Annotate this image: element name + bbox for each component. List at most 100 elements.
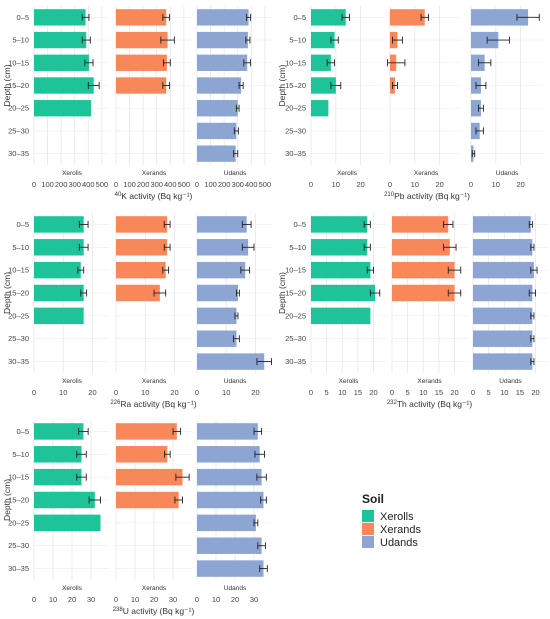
- y-tick-label: 0–5: [16, 220, 29, 229]
- bar: [197, 100, 238, 117]
- y-tick-label: 20–25: [8, 311, 29, 320]
- bar: [197, 560, 264, 577]
- bar: [34, 54, 89, 71]
- y-axis-title: Depth (cm): [2, 479, 12, 521]
- x-tick-label: 20: [231, 595, 239, 604]
- x-tick-label: 10: [338, 388, 346, 397]
- bar: [197, 307, 237, 325]
- y-tick-label: 15–20: [8, 81, 29, 90]
- x-tick-label: 200: [55, 180, 68, 189]
- bar: [392, 261, 455, 279]
- x-axis-title: 238U activity (Bq kg⁻¹): [113, 606, 195, 616]
- bar: [473, 216, 531, 233]
- y-tick-label: 25–30: [285, 126, 306, 135]
- bar: [34, 31, 87, 49]
- x-tick-label: 0: [195, 388, 199, 397]
- bar: [34, 239, 84, 256]
- x-tick-label: 0: [195, 595, 199, 604]
- x-tick-label: 500: [96, 180, 109, 189]
- x-tick-label: 0: [114, 388, 118, 397]
- bar: [471, 31, 499, 49]
- x-tick-label: 0: [471, 388, 475, 397]
- y-tick-label: 20–25: [8, 104, 29, 113]
- bar: [311, 307, 371, 325]
- bar: [392, 216, 449, 233]
- y-tick-label: 5–10: [12, 243, 29, 252]
- x-tick-label: 400: [245, 180, 258, 189]
- facet-xerands: Xerands 0 5 10 15 20: [390, 213, 467, 397]
- bar: [392, 239, 450, 256]
- bar: [473, 353, 533, 370]
- facet-label: Xerands: [142, 585, 167, 592]
- x-tick-label: 15: [435, 388, 443, 397]
- x-tick-label: 500: [178, 180, 191, 189]
- bar: [311, 77, 336, 94]
- bar: [34, 307, 84, 325]
- bar: [34, 77, 94, 94]
- x-tick-label: 400: [82, 180, 95, 189]
- bar: [34, 284, 84, 302]
- x-tick-label: 100: [123, 180, 136, 189]
- facet-udands: Udands 0 10 20 30: [195, 420, 273, 604]
- facet-label: Udands: [224, 378, 247, 385]
- x-tick-label: 0: [32, 388, 36, 397]
- bar: [197, 261, 246, 279]
- x-axis-title: 210Pb activity (Bq kg⁻¹): [384, 191, 470, 201]
- facet-xerolls: Xerolls 0 10 20: [32, 213, 110, 397]
- x-tick-label: 5: [406, 388, 410, 397]
- x-tick-label: 10: [492, 180, 500, 189]
- facet-xerolls: Xerolls 0 10 20: [309, 6, 383, 189]
- facet-label: Xerolls: [62, 170, 83, 177]
- x-tick-label: 15: [516, 388, 524, 397]
- bar: [34, 9, 86, 26]
- bar: [116, 31, 168, 49]
- bar: [311, 284, 376, 302]
- y-tick-label: 10–15: [285, 266, 306, 275]
- x-tick-label: 15: [354, 388, 362, 397]
- x-tick-label: 0: [32, 595, 36, 604]
- x-tick-label: 30: [87, 595, 95, 604]
- legend-swatch-xerands: [362, 523, 374, 535]
- bar: [116, 261, 166, 279]
- x-tick-label: 10: [500, 388, 508, 397]
- facet-label: Udands: [496, 170, 519, 177]
- bar: [34, 423, 84, 440]
- bar: [116, 491, 179, 509]
- y-tick-label: 0–5: [293, 13, 306, 22]
- x-tick-label: 0: [309, 180, 313, 189]
- facet-label: Xerands: [142, 170, 167, 177]
- facet-label: Udands: [224, 585, 247, 592]
- bar: [197, 423, 258, 440]
- y-axis-title: Depth (cm): [2, 272, 12, 314]
- x-tick-label: 20: [170, 388, 178, 397]
- y-axis-title: Depth (cm): [2, 64, 12, 106]
- x-tick-label: 300: [68, 180, 81, 189]
- bar: [311, 100, 329, 117]
- bar: [116, 9, 167, 26]
- facet-xerands: Xerands 0 10 20: [114, 213, 192, 397]
- bar: [473, 307, 533, 325]
- x-tick-label: 100: [41, 180, 54, 189]
- y-tick-label: 15–20: [285, 81, 306, 90]
- facet-label: Xerolls: [62, 585, 83, 592]
- x-tick-label: 20: [516, 180, 524, 189]
- bar: [116, 54, 167, 71]
- y-tick-label: 20–25: [285, 311, 306, 320]
- x-tick-label: 20: [356, 180, 364, 189]
- bar: [197, 284, 238, 302]
- bar: [311, 54, 331, 71]
- facet-xerolls: Xerolls 0 5 10 15 20: [309, 213, 386, 397]
- bar: [197, 122, 237, 140]
- x-tick-label: 10: [332, 180, 340, 189]
- bar: [116, 239, 168, 256]
- x-tick-label: 100: [204, 180, 217, 189]
- x-tick-label: 300: [231, 180, 244, 189]
- y-tick-label: 10–15: [8, 58, 29, 67]
- bar: [390, 9, 425, 26]
- x-tick-label: 20: [435, 180, 443, 189]
- x-tick-label: 10: [222, 388, 230, 397]
- y-axis-title: Depth (cm): [277, 272, 287, 314]
- bar: [116, 423, 177, 440]
